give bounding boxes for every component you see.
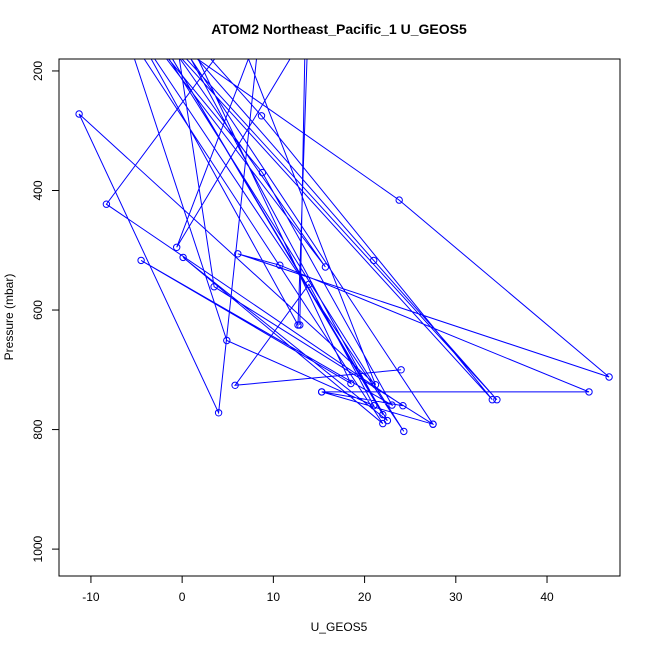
x-axis-label: U_GEOS5 bbox=[311, 620, 368, 634]
y-tick-label: 600 bbox=[31, 300, 45, 320]
data-point bbox=[102, 200, 111, 208]
data-point bbox=[75, 110, 83, 118]
data-point bbox=[234, 250, 242, 258]
data-point bbox=[585, 388, 593, 396]
data-point bbox=[379, 419, 387, 428]
data-point bbox=[258, 168, 267, 177]
data-point bbox=[605, 373, 613, 381]
data-point bbox=[371, 381, 380, 389]
series-line bbox=[78, 59, 610, 432]
data-point bbox=[429, 420, 437, 428]
data-point bbox=[257, 112, 266, 120]
data-point bbox=[223, 336, 231, 345]
data-point bbox=[399, 402, 407, 410]
data-point bbox=[347, 379, 355, 388]
data-point bbox=[231, 381, 239, 389]
data-point bbox=[379, 410, 387, 419]
data-point bbox=[210, 283, 218, 291]
x-tick-label: -10 bbox=[82, 590, 100, 604]
data-point bbox=[493, 396, 501, 404]
data-point bbox=[400, 427, 408, 436]
data-point bbox=[276, 261, 284, 269]
data-point bbox=[318, 388, 326, 396]
x-axis: -10 0 10 20 30 40 bbox=[82, 575, 554, 604]
data-point bbox=[488, 396, 496, 404]
x-tick-label: 20 bbox=[358, 590, 372, 604]
y-axis: 200 400 600 800 1000 bbox=[31, 61, 60, 562]
data-point bbox=[388, 401, 396, 409]
x-tick-label: 0 bbox=[179, 590, 186, 604]
data-point bbox=[397, 366, 405, 374]
x-tick-label: 40 bbox=[540, 590, 554, 604]
data-point bbox=[137, 256, 145, 265]
data-point bbox=[305, 280, 313, 288]
data-point bbox=[395, 196, 403, 204]
y-tick-label: 1000 bbox=[31, 535, 45, 562]
data-point bbox=[370, 402, 378, 410]
y-axis-label: Pressure (mbar) bbox=[2, 274, 16, 361]
data-point bbox=[179, 253, 187, 262]
data-point bbox=[173, 243, 181, 252]
data-point bbox=[321, 263, 330, 271]
y-tick-label: 400 bbox=[31, 180, 45, 200]
series-layer bbox=[75, 59, 613, 436]
data-point bbox=[294, 321, 302, 329]
data-point bbox=[370, 256, 378, 265]
data-point bbox=[214, 409, 223, 417]
chart-title: ATOM2 Northeast_Pacific_1 U_GEOS5 bbox=[211, 21, 467, 37]
y-tick-label: 800 bbox=[31, 419, 45, 439]
x-tick-label: 30 bbox=[449, 590, 463, 604]
y-tick-label: 200 bbox=[31, 61, 45, 81]
x-tick-label: 10 bbox=[267, 590, 281, 604]
